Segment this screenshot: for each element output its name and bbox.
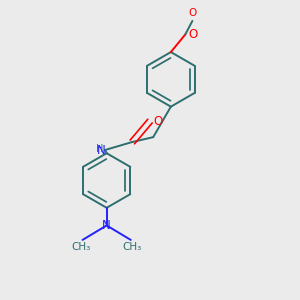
Text: O: O <box>188 28 197 41</box>
Text: O: O <box>188 8 196 18</box>
Text: N: N <box>102 219 111 232</box>
Text: H: H <box>96 144 103 154</box>
Text: O: O <box>154 115 163 128</box>
Text: CH₃: CH₃ <box>123 242 142 253</box>
Text: N: N <box>97 143 106 157</box>
Text: CH₃: CH₃ <box>71 242 91 253</box>
